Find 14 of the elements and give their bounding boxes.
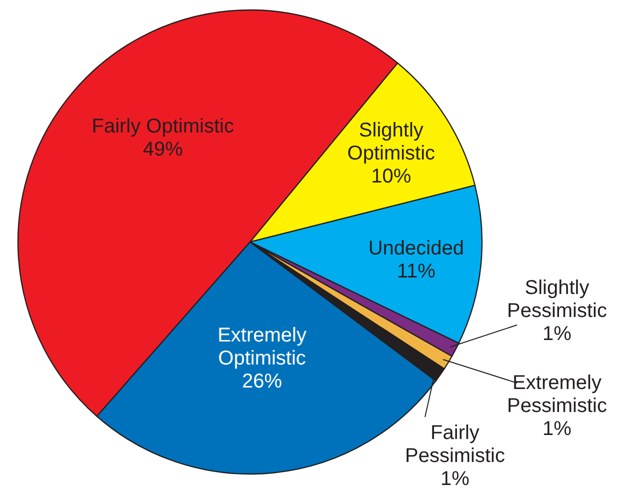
slice-label: Extremely Pessimistic: [506, 372, 608, 417]
slice-label: Slightly Optimistic: [347, 120, 436, 165]
slice-label: Extremely Optimistic: [218, 324, 306, 370]
data-label: 1%: [542, 323, 572, 345]
data-label: 10%: [371, 166, 412, 188]
data-label: 1%: [542, 418, 572, 440]
data-label: 1%: [440, 468, 470, 490]
slice-label: Slightly Pessimistic: [506, 277, 608, 322]
data-label: 11%: [396, 260, 436, 283]
slice-label: Undecided: [368, 238, 464, 260]
slice-label: Fairly Optimistic: [92, 116, 234, 138]
slice-label: Fairly Pessimistic: [404, 422, 506, 467]
data-label: 49%: [142, 138, 184, 160]
data-label: 26%: [242, 370, 282, 392]
